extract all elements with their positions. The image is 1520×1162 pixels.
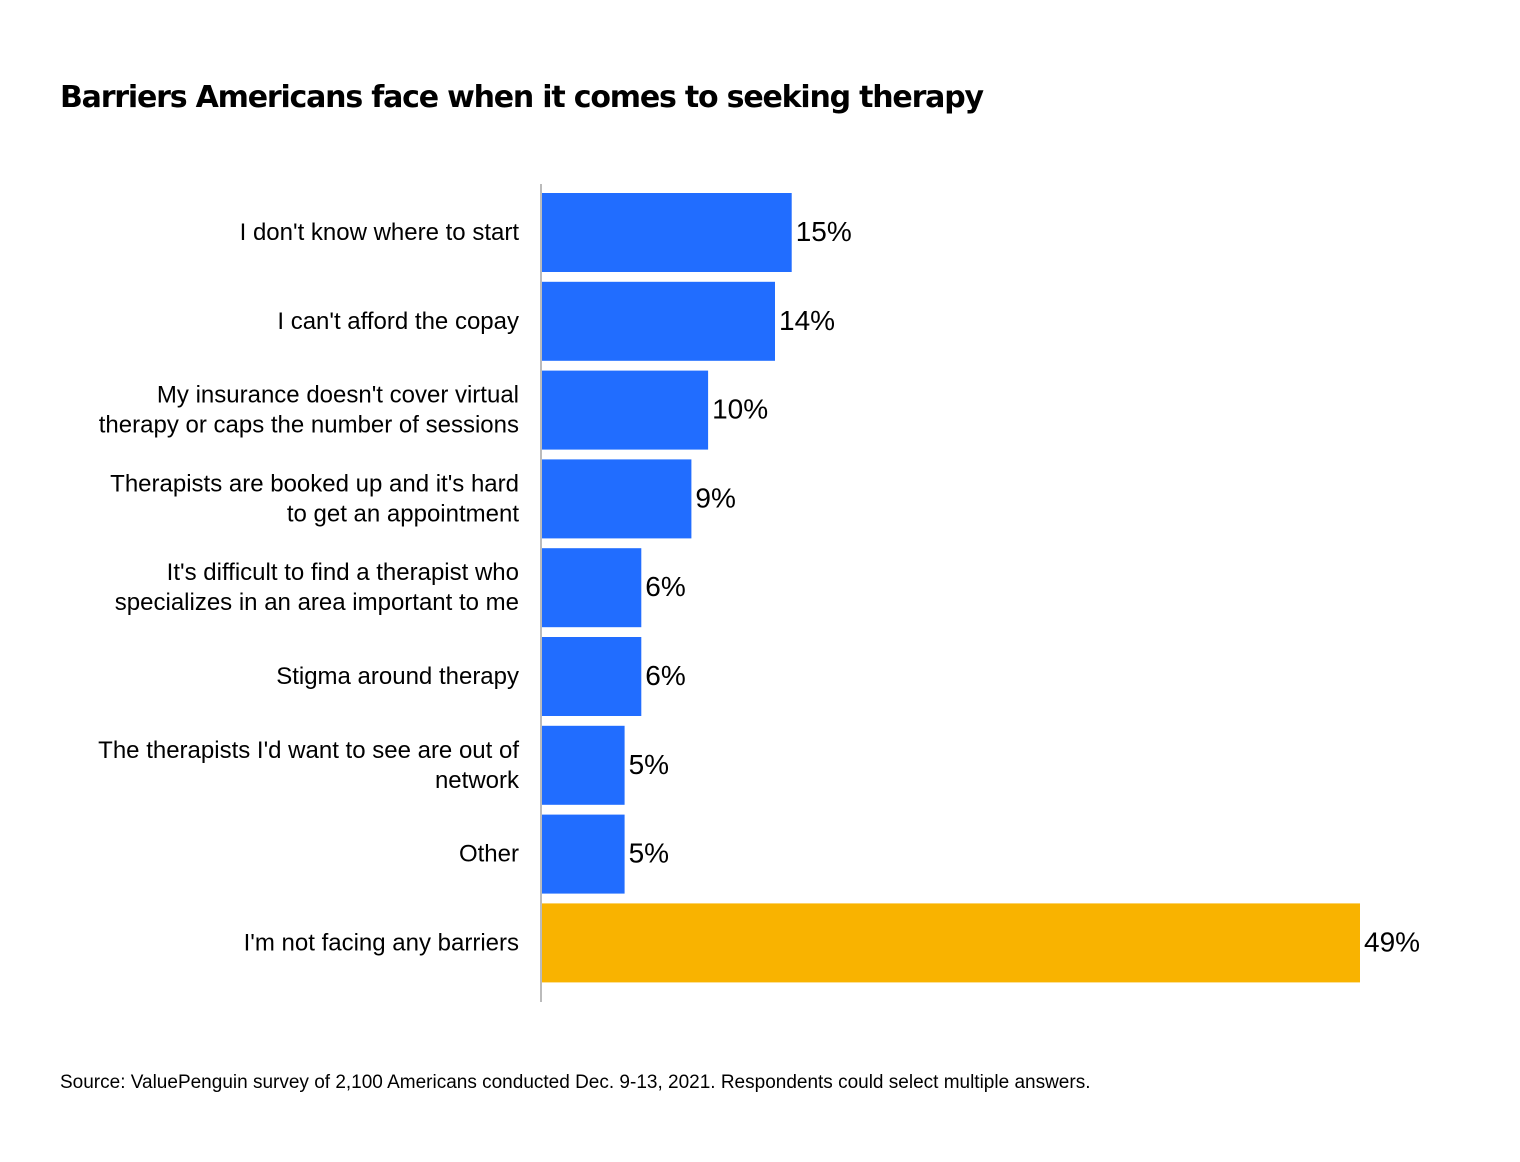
bar-2 (541, 281, 775, 361)
category-label-4: Therapists are booked up and it's hard to… (110, 470, 519, 527)
category-label-2: I can't afford the copay (277, 308, 519, 335)
category-label-line: therapy or caps the number of sessions (99, 412, 519, 439)
bar-8 (541, 814, 625, 894)
category-label-line: network (435, 767, 520, 794)
category-label-line: My insurance doesn't cover virtual (157, 382, 519, 409)
value-label-9: 49% (1364, 926, 1420, 957)
category-label-1: I don't know where to start (240, 219, 520, 246)
category-label-line: It's difficult to find a therapist who (167, 559, 519, 586)
value-label-8: 5% (629, 838, 669, 869)
chart-title: Barriers Americans face when it comes to… (60, 80, 984, 115)
bar-4 (541, 459, 692, 539)
value-label-4: 9% (695, 482, 735, 513)
category-label-9: I'm not facing any barriers (244, 929, 519, 956)
bar-6 (541, 637, 642, 716)
chart-source: Source: ValuePenguin survey of 2,100 Ame… (60, 1072, 1091, 1093)
category-label-line: specializes in an area important to me (115, 589, 519, 616)
value-label-2: 14% (779, 305, 835, 336)
category-label-line: The therapists I'd want to see are out o… (98, 737, 519, 764)
category-label-7: The therapists I'd want to see are out o… (98, 737, 520, 794)
bars-layer (541, 193, 1360, 983)
bar-1 (541, 193, 792, 272)
bar-7 (541, 725, 625, 805)
value-label-3: 10% (712, 394, 768, 425)
category-label-line: Therapists are booked up and it's hard (110, 470, 519, 497)
category-label-line: I don't know where to start (240, 219, 520, 246)
category-label-line: Stigma around therapy (276, 663, 519, 690)
category-label-3: My insurance doesn't cover virtual therap… (99, 382, 519, 439)
category-label-6: Stigma around therapy (276, 663, 519, 690)
value-label-6: 6% (645, 660, 685, 691)
category-label-8: Other (459, 841, 519, 868)
category-label-line: Other (459, 841, 519, 868)
bar-9 (541, 903, 1360, 983)
value-label-1: 15% (796, 216, 852, 247)
value-label-7: 5% (629, 749, 669, 780)
category-label-line: I can't afford the copay (277, 308, 519, 335)
labels-layer: 15% I don't know where to start 14% I can't… (98, 216, 1420, 957)
value-label-5: 6% (645, 571, 685, 602)
bar-3 (541, 370, 709, 450)
category-label-5: It's difficult to find a therapist who sp… (115, 559, 519, 616)
category-label-line: I'm not facing any barriers (244, 929, 519, 956)
bar-5 (541, 548, 642, 628)
category-label-line: to get an appointment (287, 500, 520, 527)
